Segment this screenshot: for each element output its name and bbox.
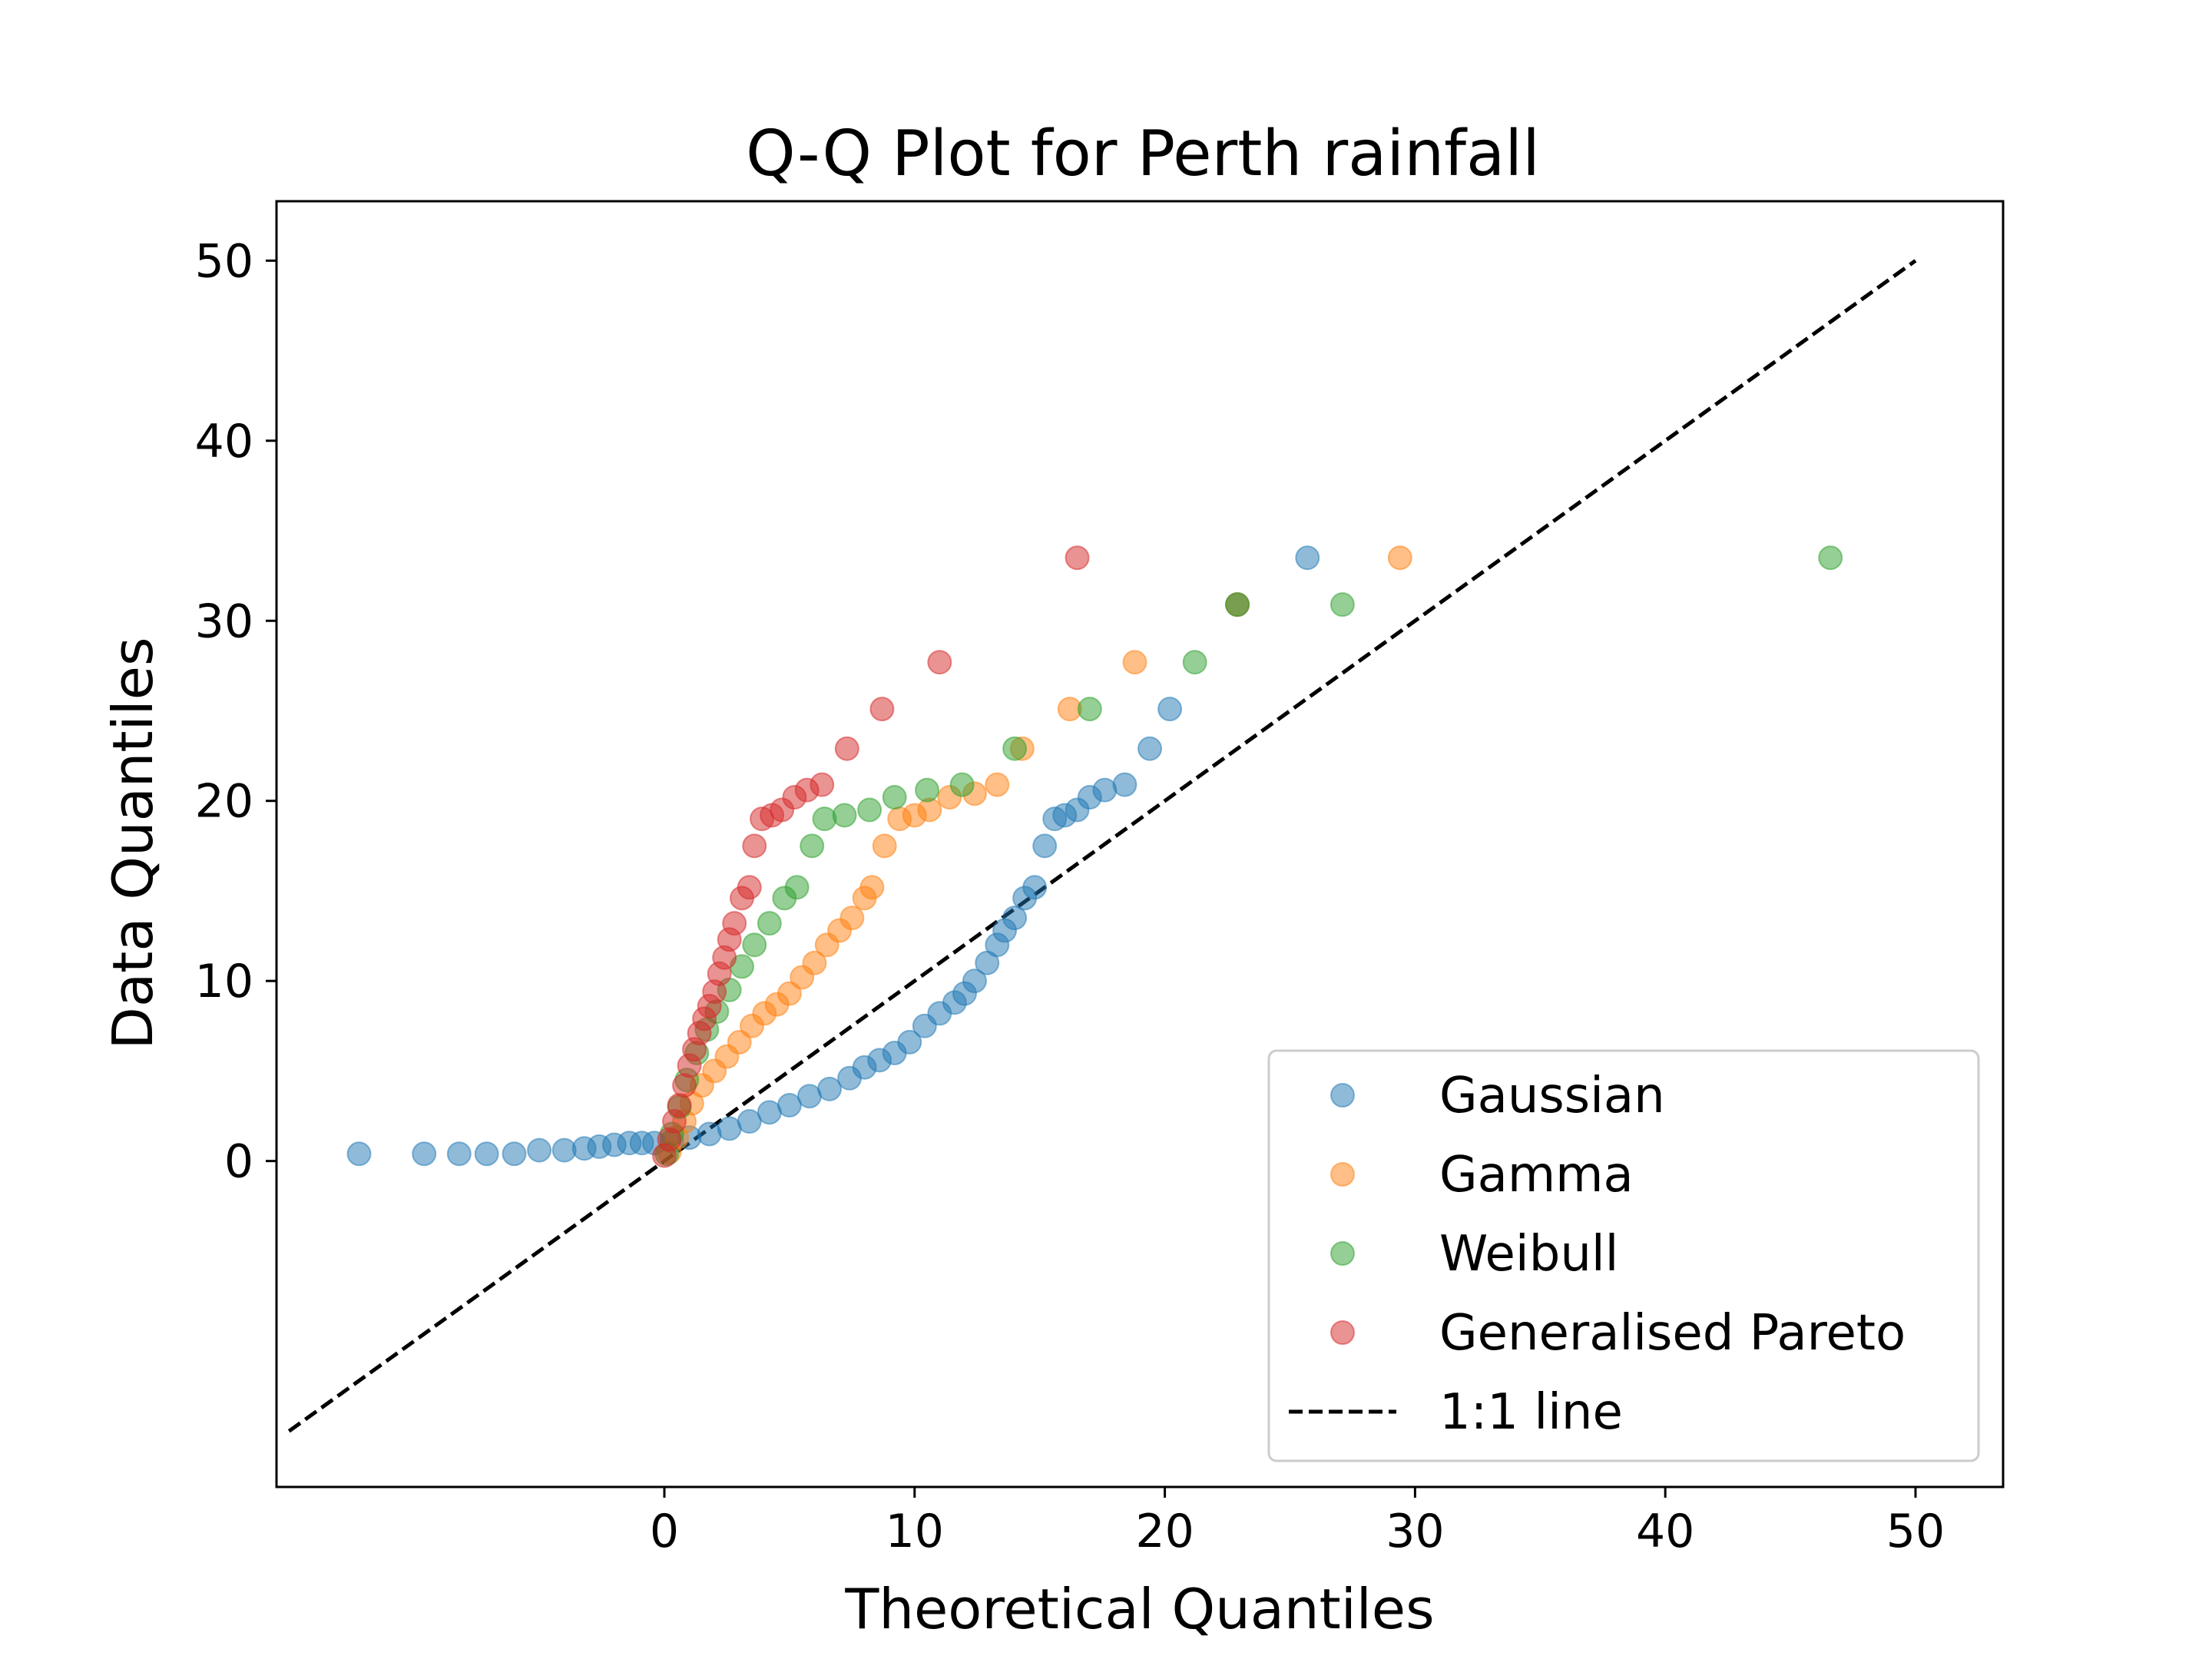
data-point	[446, 1141, 472, 1167]
legend-box	[1267, 1049, 1980, 1462]
x-axis-label: Theoretical Quantiles	[844, 1577, 1434, 1641]
data-point	[777, 1092, 802, 1118]
legend-label: Generalised Pareto	[1439, 1305, 1906, 1362]
y-tick-label: 0	[224, 1135, 253, 1189]
y-tick-label: 30	[195, 594, 253, 648]
data-point	[1137, 736, 1163, 761]
legend-entry: Gamma	[1330, 1147, 1634, 1204]
data-point	[985, 772, 1010, 797]
legend-marker	[1330, 1320, 1355, 1345]
legend-marker	[1330, 1241, 1355, 1266]
data-point	[1002, 906, 1028, 931]
data-point	[412, 1141, 437, 1167]
data-point	[857, 797, 882, 823]
data-point	[802, 950, 827, 975]
data-point	[1065, 545, 1090, 571]
x-tick-label: 30	[1386, 1505, 1444, 1558]
legend-marker	[1330, 1083, 1355, 1108]
y-tick-label: 10	[195, 955, 253, 1008]
legend-label: Gaussian	[1439, 1068, 1665, 1124]
data-point	[502, 1141, 527, 1167]
series-generalised-pareto	[651, 545, 1090, 1168]
data-point	[737, 1109, 762, 1134]
data-point	[784, 875, 810, 900]
legend-entry: Generalised Pareto	[1330, 1305, 1906, 1362]
legend-entry: Weibull	[1330, 1226, 1618, 1283]
data-point	[962, 969, 987, 994]
data-point	[727, 1029, 752, 1055]
data-point	[897, 1029, 922, 1055]
x-tick-label: 50	[1886, 1505, 1945, 1558]
legend-label: 1:1 line	[1439, 1384, 1623, 1441]
data-point	[474, 1141, 499, 1167]
scatter-points-group	[346, 545, 1843, 1168]
data-point	[1225, 592, 1250, 618]
data-point	[1077, 697, 1102, 722]
data-point	[859, 875, 885, 900]
data-point	[737, 875, 762, 900]
y-tick-label: 50	[195, 234, 253, 288]
data-point	[1032, 833, 1058, 859]
legend-marker	[1330, 1162, 1355, 1187]
y-axis-ticks: 0 10 20 30 40 50	[195, 234, 276, 1189]
y-tick-label: 40	[195, 415, 253, 469]
data-point	[800, 833, 825, 859]
data-point	[949, 772, 975, 797]
data-point	[834, 736, 859, 761]
data-point	[872, 833, 897, 859]
data-point	[927, 650, 952, 675]
plot-frame	[275, 200, 2005, 1488]
data-point	[1330, 592, 1355, 618]
legend: Gaussian Gamma Weibull Generalised Pareto 1:…	[1267, 1049, 1980, 1462]
reference-line-1-to-1	[287, 259, 1917, 1433]
data-point	[915, 777, 940, 803]
x-tick-label: 0	[650, 1505, 679, 1558]
data-point	[1122, 650, 1147, 675]
data-point	[742, 932, 767, 958]
chart-title: Q-Q Plot for Perth rainfall	[746, 118, 1540, 190]
legend-entry: 1:1 line	[1289, 1384, 1623, 1441]
data-point	[1022, 875, 1048, 900]
reference-line-group	[287, 259, 1917, 1433]
data-point	[1112, 772, 1137, 797]
data-point	[1387, 545, 1412, 571]
x-axis-ticks: 0 10 20 30 40 50	[650, 1487, 1945, 1558]
legend-label: Gamma	[1439, 1147, 1634, 1204]
data-point	[1295, 545, 1320, 571]
y-tick-label: 20	[195, 775, 253, 829]
x-tick-label: 40	[1636, 1505, 1694, 1558]
data-point	[722, 911, 747, 936]
data-point	[757, 911, 782, 936]
data-point	[832, 803, 857, 828]
data-point	[1182, 650, 1207, 675]
data-point	[1002, 736, 1028, 761]
data-point	[817, 1076, 843, 1101]
data-point	[527, 1137, 552, 1163]
data-point	[1157, 697, 1183, 722]
data-point	[777, 981, 802, 1006]
x-tick-label: 10	[886, 1505, 944, 1558]
legend-entry: Gaussian	[1330, 1068, 1665, 1124]
y-axis-label: Data Quantiles	[101, 637, 165, 1050]
x-tick-label: 20	[1135, 1505, 1194, 1558]
legend-entries: Gaussian Gamma Weibull Generalised Pareto 1:…	[1289, 1068, 1906, 1441]
data-point	[1818, 545, 1843, 571]
legend-label: Weibull	[1439, 1226, 1618, 1283]
data-point	[742, 833, 767, 859]
data-point	[882, 785, 907, 810]
data-point	[810, 772, 835, 797]
data-point	[839, 906, 865, 931]
data-point	[812, 806, 837, 832]
data-point	[346, 1141, 372, 1167]
data-point	[869, 697, 895, 722]
